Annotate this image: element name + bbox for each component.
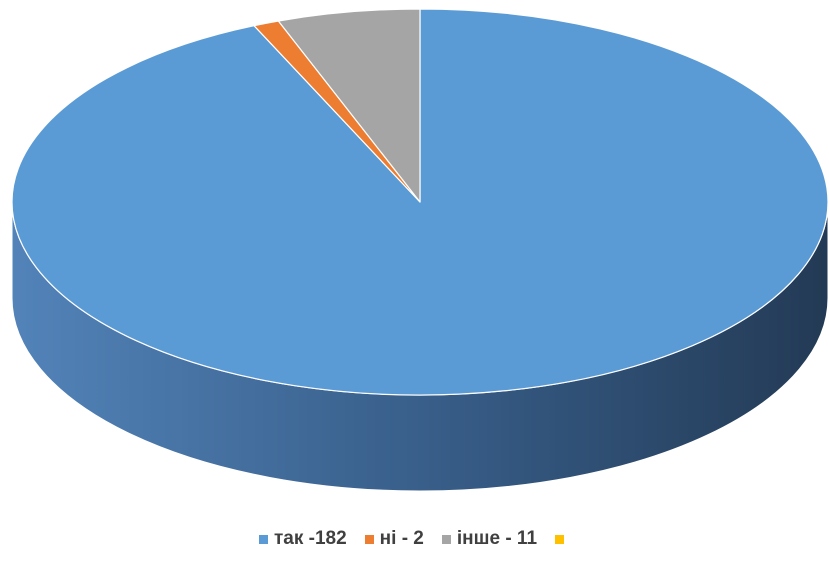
legend-label: так -182 [273, 528, 347, 549]
legend-label: ні - 2 [379, 528, 424, 549]
legend-item-ni: ні - 2 [364, 528, 424, 550]
legend-swatch [441, 534, 451, 544]
legend-label: інше - 11 [456, 528, 538, 549]
legend-swatch [364, 534, 374, 544]
legend-item-tak: так -182 [258, 528, 347, 550]
legend-item-empty [555, 534, 570, 544]
legend: так -182 ні - 2 інше - 11 [0, 528, 829, 550]
legend-item-inshe: інше - 11 [441, 528, 538, 550]
legend-swatch [555, 534, 565, 544]
pie-top-group [11, 8, 829, 396]
slice-inshe [277, 8, 421, 203]
legend-swatch [258, 534, 268, 544]
pie-chart [11, 8, 829, 492]
